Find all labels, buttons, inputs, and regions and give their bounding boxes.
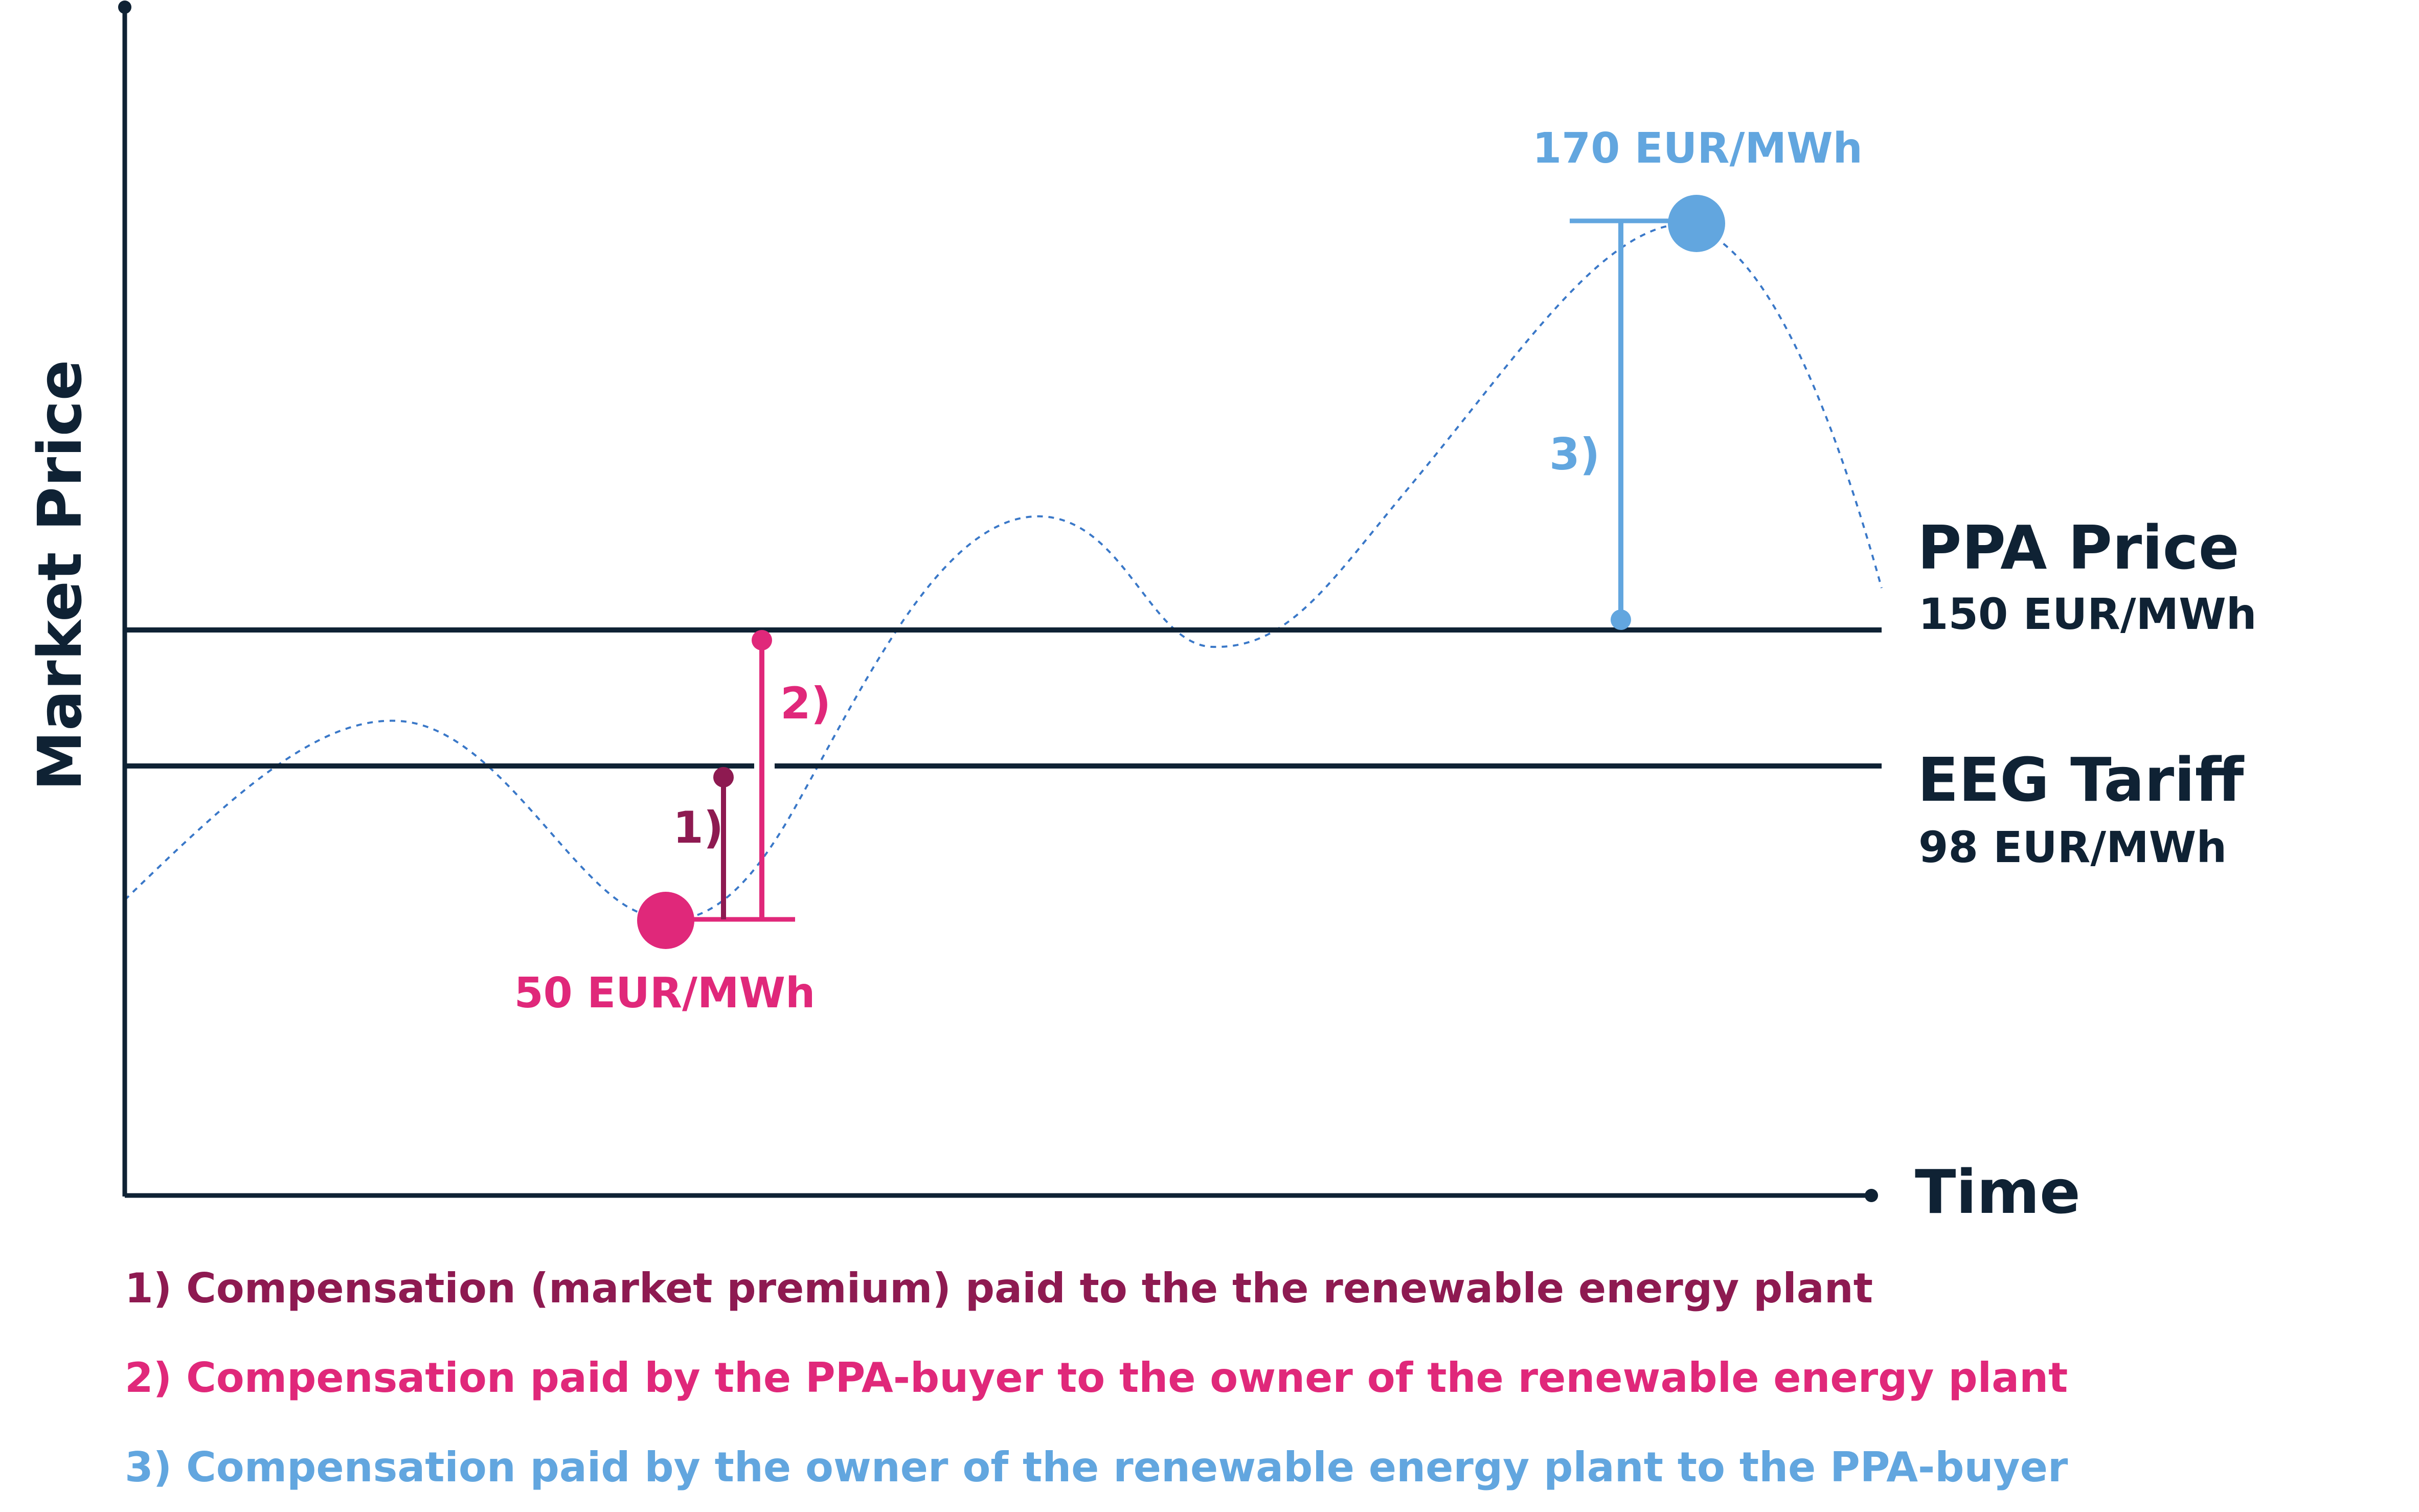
low-price-label: 50 EUR/MWh bbox=[514, 969, 816, 1018]
x-axis-label: Time bbox=[1915, 1157, 2081, 1227]
high-price-point bbox=[1668, 195, 1725, 252]
compensation-3-end-dot bbox=[1611, 610, 1631, 630]
legend-item-1: 1) Compensation (market premium) paid to… bbox=[125, 1265, 1873, 1312]
high-price-label: 170 EUR/MWh bbox=[1532, 124, 1863, 173]
compensation-2-marker: 2) bbox=[780, 678, 831, 729]
compensation-3-marker: 3) bbox=[1549, 429, 1600, 480]
legend-item-3: 3) Compensation paid by the owner of the… bbox=[125, 1443, 2068, 1491]
ppa-price-value: 150 EUR/MWh bbox=[1918, 589, 2257, 639]
y-axis-end-dot bbox=[118, 1, 131, 14]
x-axis-end-dot bbox=[1865, 1189, 1878, 1202]
eeg-tariff-title: EEG Tariff bbox=[1917, 744, 2245, 815]
legend-item-2: 2) Compensation paid by the PPA-buyer to… bbox=[125, 1354, 2068, 1402]
market-price-curve bbox=[124, 224, 1883, 921]
low-price-point bbox=[637, 892, 694, 949]
eeg-tariff-value: 98 EUR/MWh bbox=[1918, 822, 2227, 872]
compensation-1-end-dot bbox=[713, 767, 734, 787]
compensation-2-end-dot bbox=[752, 630, 772, 650]
ppa-price-title: PPA Price bbox=[1917, 512, 2240, 583]
y-axis-label: Market Price bbox=[25, 359, 95, 791]
compensation-1-marker: 1) bbox=[673, 802, 724, 853]
